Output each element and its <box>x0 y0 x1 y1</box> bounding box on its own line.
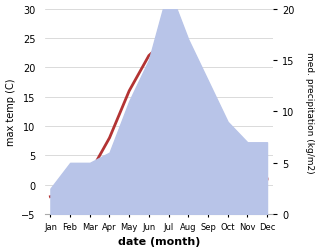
X-axis label: date (month): date (month) <box>117 237 200 246</box>
Y-axis label: med. precipitation (kg/m2): med. precipitation (kg/m2) <box>306 51 315 173</box>
Y-axis label: max temp (C): max temp (C) <box>5 78 16 146</box>
